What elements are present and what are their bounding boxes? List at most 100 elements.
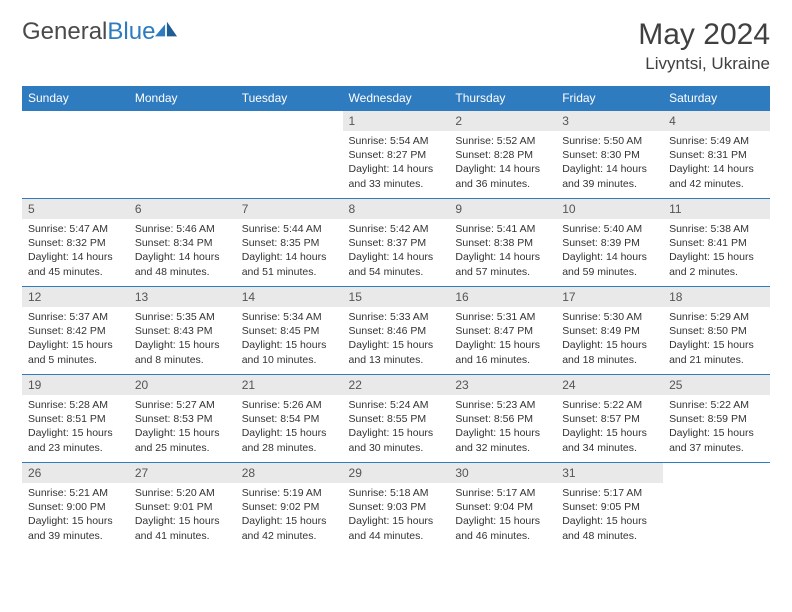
day-details: Sunrise: 5:33 AMSunset: 8:46 PMDaylight:… (343, 307, 450, 373)
weekday-header: Saturday (663, 86, 770, 111)
weekday-header: Thursday (449, 86, 556, 111)
day-line: Sunset: 8:28 PM (455, 148, 550, 162)
day-number: 26 (22, 463, 129, 483)
calendar-day (236, 111, 343, 199)
day-details: Sunrise: 5:17 AMSunset: 9:05 PMDaylight:… (556, 483, 663, 549)
logo-text-b: Blue (107, 18, 155, 45)
day-line: and 44 minutes. (349, 529, 444, 543)
day-line: and 5 minutes. (28, 353, 123, 367)
day-line: Daylight: 14 hours (455, 162, 550, 176)
calendar-day: 25Sunrise: 5:22 AMSunset: 8:59 PMDayligh… (663, 375, 770, 463)
day-line: Daylight: 15 hours (135, 338, 230, 352)
day-number: 22 (343, 375, 450, 395)
day-details: Sunrise: 5:54 AMSunset: 8:27 PMDaylight:… (343, 131, 450, 197)
calendar-day: 2Sunrise: 5:52 AMSunset: 8:28 PMDaylight… (449, 111, 556, 199)
day-line: Daylight: 14 hours (242, 250, 337, 264)
day-line: Sunrise: 5:21 AM (28, 486, 123, 500)
day-number: 15 (343, 287, 450, 307)
day-line: and 32 minutes. (455, 441, 550, 455)
day-line: Daylight: 14 hours (349, 250, 444, 264)
day-line: Sunset: 9:02 PM (242, 500, 337, 514)
calendar-day: 8Sunrise: 5:42 AMSunset: 8:37 PMDaylight… (343, 199, 450, 287)
day-number: 28 (236, 463, 343, 483)
calendar-day: 9Sunrise: 5:41 AMSunset: 8:38 PMDaylight… (449, 199, 556, 287)
day-line: and 59 minutes. (562, 265, 657, 279)
day-line: Daylight: 15 hours (562, 426, 657, 440)
day-line: Sunset: 8:47 PM (455, 324, 550, 338)
day-line: Daylight: 15 hours (28, 338, 123, 352)
day-line: Daylight: 15 hours (135, 426, 230, 440)
day-line: and 41 minutes. (135, 529, 230, 543)
day-line: Daylight: 14 hours (28, 250, 123, 264)
day-line: and 18 minutes. (562, 353, 657, 367)
day-line: and 51 minutes. (242, 265, 337, 279)
weekday-header: Monday (129, 86, 236, 111)
calendar-day (663, 463, 770, 551)
day-line: Sunrise: 5:52 AM (455, 134, 550, 148)
day-line: Sunrise: 5:20 AM (135, 486, 230, 500)
day-number: 24 (556, 375, 663, 395)
day-line: Sunrise: 5:30 AM (562, 310, 657, 324)
day-line: Sunset: 8:39 PM (562, 236, 657, 250)
day-line: Sunset: 8:53 PM (135, 412, 230, 426)
day-details: Sunrise: 5:38 AMSunset: 8:41 PMDaylight:… (663, 219, 770, 285)
day-line: Sunset: 9:04 PM (455, 500, 550, 514)
header-bar: GeneralBlue May 2024 Livyntsi, Ukraine (22, 18, 770, 74)
day-line: Sunset: 8:38 PM (455, 236, 550, 250)
day-number: 12 (22, 287, 129, 307)
day-details: Sunrise: 5:40 AMSunset: 8:39 PMDaylight:… (556, 219, 663, 285)
calendar-week: 1Sunrise: 5:54 AMSunset: 8:27 PMDaylight… (22, 111, 770, 199)
day-line: and 42 minutes. (669, 177, 764, 191)
day-details (236, 117, 343, 126)
day-details: Sunrise: 5:27 AMSunset: 8:53 PMDaylight:… (129, 395, 236, 461)
day-line: Sunrise: 5:22 AM (669, 398, 764, 412)
day-line: and 28 minutes. (242, 441, 337, 455)
day-line: and 57 minutes. (455, 265, 550, 279)
day-number: 14 (236, 287, 343, 307)
calendar-day: 24Sunrise: 5:22 AMSunset: 8:57 PMDayligh… (556, 375, 663, 463)
day-line: Daylight: 15 hours (28, 514, 123, 528)
weekday-header: Wednesday (343, 86, 450, 111)
day-number: 1 (343, 111, 450, 131)
logo-text-a: General (22, 18, 107, 45)
day-line: Daylight: 15 hours (455, 426, 550, 440)
day-line: and 8 minutes. (135, 353, 230, 367)
day-number: 9 (449, 199, 556, 219)
day-line: Daylight: 15 hours (669, 338, 764, 352)
calendar-day: 15Sunrise: 5:33 AMSunset: 8:46 PMDayligh… (343, 287, 450, 375)
day-details: Sunrise: 5:23 AMSunset: 8:56 PMDaylight:… (449, 395, 556, 461)
day-line: Sunrise: 5:44 AM (242, 222, 337, 236)
day-line: Sunrise: 5:31 AM (455, 310, 550, 324)
day-number: 8 (343, 199, 450, 219)
day-line: Daylight: 15 hours (28, 426, 123, 440)
calendar-day: 30Sunrise: 5:17 AMSunset: 9:04 PMDayligh… (449, 463, 556, 551)
calendar-day: 22Sunrise: 5:24 AMSunset: 8:55 PMDayligh… (343, 375, 450, 463)
calendar-day: 18Sunrise: 5:29 AMSunset: 8:50 PMDayligh… (663, 287, 770, 375)
day-details: Sunrise: 5:29 AMSunset: 8:50 PMDaylight:… (663, 307, 770, 373)
calendar-day: 31Sunrise: 5:17 AMSunset: 9:05 PMDayligh… (556, 463, 663, 551)
calendar-week: 26Sunrise: 5:21 AMSunset: 9:00 PMDayligh… (22, 463, 770, 551)
day-details: Sunrise: 5:28 AMSunset: 8:51 PMDaylight:… (22, 395, 129, 461)
day-line: Sunrise: 5:24 AM (349, 398, 444, 412)
day-line: Daylight: 15 hours (562, 514, 657, 528)
day-details: Sunrise: 5:24 AMSunset: 8:55 PMDaylight:… (343, 395, 450, 461)
day-line: and 39 minutes. (562, 177, 657, 191)
day-line: Sunset: 8:42 PM (28, 324, 123, 338)
day-number: 10 (556, 199, 663, 219)
day-line: and 37 minutes. (669, 441, 764, 455)
day-line: Daylight: 14 hours (349, 162, 444, 176)
day-line: Sunset: 8:37 PM (349, 236, 444, 250)
day-line: Sunrise: 5:26 AM (242, 398, 337, 412)
day-line: Sunrise: 5:41 AM (455, 222, 550, 236)
day-details: Sunrise: 5:34 AMSunset: 8:45 PMDaylight:… (236, 307, 343, 373)
day-number: 3 (556, 111, 663, 131)
day-line: Sunset: 8:41 PM (669, 236, 764, 250)
day-line: Sunset: 8:27 PM (349, 148, 444, 162)
day-line: Daylight: 15 hours (669, 250, 764, 264)
day-line: Sunset: 8:46 PM (349, 324, 444, 338)
day-details: Sunrise: 5:52 AMSunset: 8:28 PMDaylight:… (449, 131, 556, 197)
day-details: Sunrise: 5:41 AMSunset: 8:38 PMDaylight:… (449, 219, 556, 285)
day-line: Sunset: 9:03 PM (349, 500, 444, 514)
day-line: Sunrise: 5:22 AM (562, 398, 657, 412)
day-details: Sunrise: 5:22 AMSunset: 8:59 PMDaylight:… (663, 395, 770, 461)
